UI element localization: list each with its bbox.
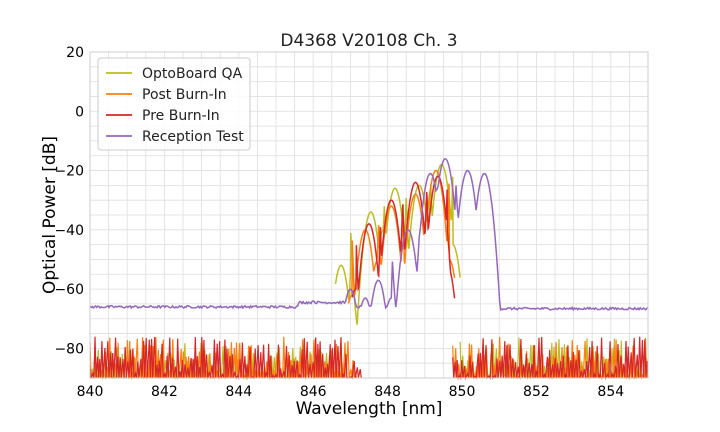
y-tick-label: 0 — [75, 104, 84, 120]
y-tick-label: 20 — [66, 45, 84, 61]
y-tick-label: −60 — [54, 282, 84, 298]
series-line-optoboard-qa — [334, 163, 461, 325]
series-line-pre-burn-in — [351, 175, 456, 299]
x-tick-label: 846 — [300, 384, 327, 400]
legend: OptoBoard QA Post Burn-In Pre Burn-In Recep… — [97, 57, 251, 151]
legend-label: OptoBoard QA — [142, 66, 243, 82]
legend-label: Pre Burn-In — [142, 108, 220, 124]
chart-title: D4368 V20108 Ch. 3 — [280, 31, 457, 51]
x-axis-label: Wavelength [nm] — [296, 399, 443, 419]
series-noise-floor — [89, 336, 649, 381]
noise-floor-left — [89, 336, 358, 381]
series-line-reception-test — [89, 157, 649, 312]
x-tick-label: 852 — [523, 384, 550, 400]
y-tick-label: −20 — [54, 164, 84, 180]
x-tick-label: 840 — [77, 384, 104, 400]
x-tick-label: 850 — [449, 384, 476, 400]
y-tick-label: −40 — [54, 223, 84, 239]
noise-floor-right — [452, 336, 649, 381]
series-layer — [89, 157, 649, 381]
y-axis-label: Optical Power [dB] — [40, 136, 60, 294]
x-tick-label: 844 — [225, 384, 252, 400]
x-tick-label: 848 — [374, 384, 401, 400]
y-tick-label: −80 — [54, 341, 84, 357]
plot-frame — [89, 51, 649, 379]
y-ticks: 20 0 −20 −40 −60 −80 — [54, 45, 84, 357]
legend-label: Post Burn-In — [142, 87, 227, 103]
legend-box — [97, 57, 251, 151]
x-ticks: 840 842 844 846 848 850 852 854 — [77, 384, 625, 400]
x-tick-label: 842 — [151, 384, 178, 400]
noise-floor-left — [89, 336, 362, 381]
x-tick-label: 854 — [597, 384, 624, 400]
legend-label: Reception Test — [142, 129, 244, 145]
